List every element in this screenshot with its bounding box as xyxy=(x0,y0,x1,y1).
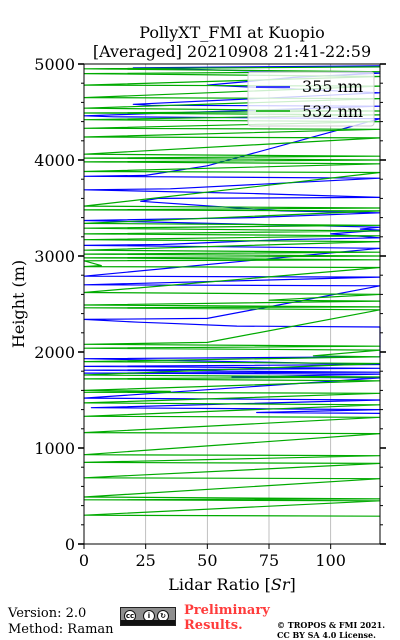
chart-title: PollyXT_FMI at Kuopio xyxy=(139,23,325,42)
preliminary-results-note: Preliminary Results. xyxy=(184,603,270,633)
preliminary-line-2: Results. xyxy=(184,618,243,633)
copyright-line-2: CC BY SA 4.0 License. xyxy=(277,630,376,640)
x-tick-label: 50 xyxy=(197,551,217,570)
y-tick-label: 3000 xyxy=(34,247,75,266)
copyright-notice: © TROPOS & FMI 2021. CC BY SA 4.0 Licens… xyxy=(277,620,385,640)
x-tick-label: 25 xyxy=(135,551,155,570)
version-text: Version: 2.0 xyxy=(8,606,87,621)
cc-license-logo: cc i ↻ xyxy=(120,607,176,626)
legend-label-355: 355 nm xyxy=(302,77,363,96)
legend-box xyxy=(247,71,375,127)
y-tick-label: 0 xyxy=(65,535,75,554)
x-tick-label: 75 xyxy=(259,551,279,570)
y-tick-label: 1000 xyxy=(34,439,75,458)
y-tick-label: 5000 xyxy=(34,55,75,74)
plot-frame xyxy=(83,63,381,545)
legend: 355 nm 532 nm xyxy=(247,71,375,127)
preliminary-line-1: Preliminary xyxy=(184,603,270,618)
x-axis-label: Lidar Ratio [Sr] xyxy=(168,575,296,594)
copyright-line-1: © TROPOS & FMI 2021. xyxy=(277,620,386,630)
legend-label-532: 532 nm xyxy=(302,102,363,121)
x-tick-label: 100 xyxy=(315,551,346,570)
y-tick-label: 2000 xyxy=(34,343,75,362)
footer-info: Version: 2.0 Method: Raman xyxy=(8,606,114,638)
series-line-1 xyxy=(83,66,381,517)
series-layer xyxy=(83,65,381,517)
method-text: Method: Raman xyxy=(8,622,114,637)
y-tick-label: 4000 xyxy=(34,151,75,170)
y-axis-label: Height (m) xyxy=(9,260,28,348)
x-tick-label: 0 xyxy=(79,551,89,570)
chart-subtitle: [Averaged] 20210908 21:41-22:59 xyxy=(93,42,371,61)
cc-logo-bar xyxy=(121,620,175,625)
